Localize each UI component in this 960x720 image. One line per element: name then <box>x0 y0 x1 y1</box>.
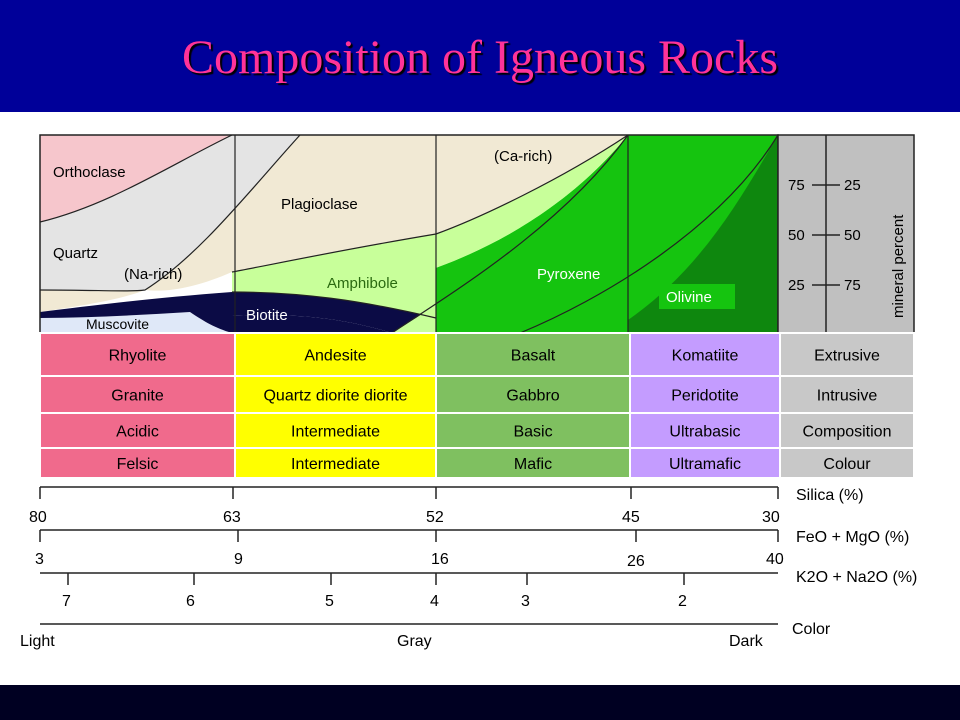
table-text-intrusive-0: Granite <box>111 388 164 405</box>
label-orthoclase: Orthoclase <box>53 164 126 181</box>
label-plagioclase: Plagioclase <box>281 196 358 213</box>
label-pyroxene: Pyroxene <box>537 266 600 283</box>
olivine-boundary <box>519 134 779 334</box>
biotite-inner <box>232 314 392 333</box>
olivine-label-box <box>659 284 735 309</box>
silica-tick-label-80: 80 <box>29 509 47 526</box>
biotite-region <box>40 292 436 333</box>
scale-label: mineral percent <box>890 214 907 318</box>
axes: Silica (%) 80 63 52 45 30 FeO + MgO (%) … <box>20 486 917 650</box>
olivine-region <box>628 135 778 333</box>
table-text-colour-1: Intermediate <box>291 456 380 473</box>
table-cell-extrusive-0 <box>39 332 236 377</box>
scale-left-2: 50 <box>788 227 805 244</box>
table-text-colour-2: Mafic <box>514 456 552 473</box>
table-cell-intrusive-4 <box>779 375 915 414</box>
page-title: Composition of Igneous Rocks <box>182 31 778 84</box>
table-text-colour-4: Colour <box>823 456 871 473</box>
table-cell-colour-2 <box>435 447 631 479</box>
amphibole-tail <box>392 305 436 333</box>
quartz-boundary <box>39 134 301 292</box>
femg-tick-label-40: 40 <box>766 551 784 568</box>
table-cell-extrusive-1 <box>234 332 437 377</box>
femg-tick-label-26: 26 <box>627 553 645 570</box>
label-ca-rich: (Ca-rich) <box>494 148 552 165</box>
scale-left-3: 25 <box>788 277 805 294</box>
table-text-intrusive-2: Gabbro <box>506 388 559 405</box>
femg-tick-label-9: 9 <box>234 551 243 568</box>
rock-table: Rhyolite Andesite Basalt Komatiite Extrusive… <box>39 332 915 479</box>
table-text-extrusive-1: Andesite <box>304 348 366 365</box>
table-cell-colour-0 <box>39 447 236 479</box>
scale-right-1: 25 <box>844 177 861 194</box>
table-text-extrusive-4: Extrusive <box>814 348 880 365</box>
alkali-label: K2O + Na2O (%) <box>796 569 917 586</box>
silica-tick-label-30: 30 <box>762 509 780 526</box>
color-tick-gray: Gray <box>397 633 432 650</box>
table-text-composition-3: Ultrabasic <box>669 424 740 441</box>
femg-label: FeO + MgO (%) <box>796 529 909 546</box>
alkali-tick-label-7: 7 <box>62 593 71 610</box>
table-text-composition-2: Basic <box>513 424 552 441</box>
label-quartz: Quartz <box>53 245 98 262</box>
amphibole-boundary <box>231 291 437 319</box>
table-text-intrusive-4: Intrusive <box>817 388 878 405</box>
muscovite-region <box>40 312 232 333</box>
table-cell-extrusive-4 <box>779 332 915 377</box>
table-cell-composition-2 <box>435 412 631 449</box>
footer-bar <box>0 685 960 720</box>
alkali-tick-label-3: 3 <box>521 593 530 610</box>
alkali-tick-label-5: 5 <box>325 593 334 610</box>
table-text-colour-0: Felsic <box>117 456 159 473</box>
scale-right-2: 50 <box>844 227 861 244</box>
label-muscovite: Muscovite <box>86 316 149 332</box>
table-cell-composition-1 <box>234 412 437 449</box>
silica-label: Silica (%) <box>796 487 864 504</box>
table-text-composition-1: Intermediate <box>291 424 380 441</box>
pyroxene-boundary <box>391 134 629 334</box>
label-biotite: Biotite <box>246 307 288 324</box>
table-cell-intrusive-0 <box>39 375 236 414</box>
femg-tick-label-16: 16 <box>431 551 449 568</box>
table-text-extrusive-0: Rhyolite <box>109 348 167 365</box>
scale-panel <box>777 134 915 334</box>
table-cell-colour-3 <box>629 447 781 479</box>
orthoclase-region <box>40 135 232 222</box>
mineral-area: Orthoclase Quartz (Na-rich) Muscovite Bi… <box>39 134 779 334</box>
mineral-percent-scale: 75 50 25 25 50 75 mineral percent <box>777 134 915 334</box>
femg-tick-label-3: 3 <box>35 551 44 568</box>
label-amphibole: Amphibole <box>327 275 398 292</box>
plagioclase-left-band <box>40 290 145 312</box>
silica-tick-label-63: 63 <box>223 509 241 526</box>
silica-tick-label-52: 52 <box>426 509 444 526</box>
table-text-intrusive-3: Peridotite <box>671 388 739 405</box>
table-cell-colour-1 <box>234 447 437 479</box>
alkali-tick-label-2: 2 <box>678 593 687 610</box>
table-cell-intrusive-1 <box>234 375 437 414</box>
color-tick-dark: Dark <box>729 633 764 650</box>
table-cell-colour-4 <box>779 447 915 479</box>
table-text-colour-3: Ultramafic <box>669 456 741 473</box>
scale-right-3: 75 <box>844 277 861 294</box>
table-text-extrusive-2: Basalt <box>511 348 556 365</box>
alkali-tick-label-6: 6 <box>186 593 195 610</box>
color-tick-light: Light <box>20 633 55 650</box>
scale-left-1: 75 <box>788 177 805 194</box>
table-text-extrusive-3: Komatiite <box>672 348 739 365</box>
alkali-tick-label-4: 4 <box>430 593 439 610</box>
title-bar <box>0 0 960 112</box>
silica-tick-label-45: 45 <box>622 509 640 526</box>
label-na-rich: (Na-rich) <box>124 266 182 283</box>
table-text-intrusive-1: Quartz diorite diorite <box>263 388 407 405</box>
color-label: Color <box>792 621 831 638</box>
table-text-composition-0: Acidic <box>116 424 159 441</box>
label-olivine: Olivine <box>666 289 712 306</box>
table-text-composition-4: Composition <box>803 424 892 441</box>
orthoclase-boundary <box>39 134 233 223</box>
amphibole-region <box>232 135 628 318</box>
